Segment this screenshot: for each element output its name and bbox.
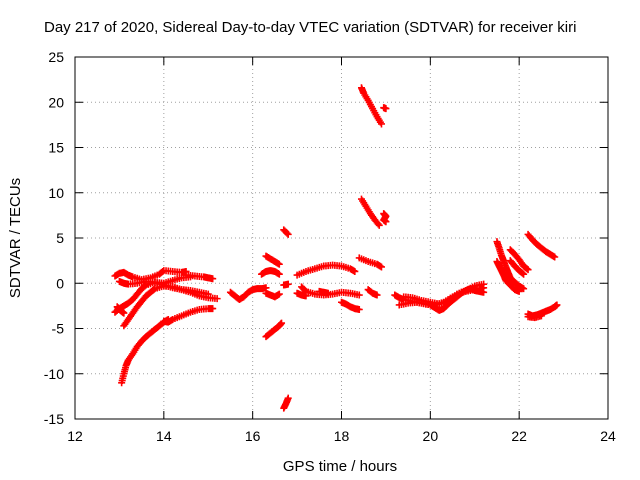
series-arc-19 xyxy=(293,289,310,300)
y-tick-label: -10 xyxy=(44,366,64,382)
series-arc-23 xyxy=(380,104,390,113)
data-point xyxy=(302,292,310,300)
data-point xyxy=(373,291,381,299)
series-arc-22 xyxy=(357,84,385,128)
data-point xyxy=(377,120,385,128)
series-arc-16 xyxy=(280,280,292,289)
y-tick-label: 20 xyxy=(48,94,64,110)
series-arc-30 xyxy=(400,280,488,308)
x-tick-label: 22 xyxy=(511,428,527,444)
data-point xyxy=(209,275,217,283)
data-point xyxy=(551,253,559,261)
data-point xyxy=(284,280,292,288)
data-point xyxy=(120,309,128,317)
data-point xyxy=(382,218,390,226)
series-arc-02 xyxy=(182,271,217,283)
data-point xyxy=(377,263,385,271)
series-arc-12 xyxy=(262,319,286,341)
data-point xyxy=(515,287,523,295)
series-arc-13 xyxy=(262,289,283,301)
y-tick-label: 25 xyxy=(48,49,64,65)
data-point xyxy=(537,312,545,320)
y-axis-label: SDTVAR / TECUs xyxy=(7,178,24,298)
series-arc-35 xyxy=(524,230,559,261)
series-arc-32 xyxy=(493,258,523,295)
x-tick-labels: 12 14 16 18 20 22 24 xyxy=(67,428,616,444)
data-point xyxy=(375,221,383,229)
series-arc-21 xyxy=(338,298,363,313)
data-point xyxy=(518,269,526,277)
data-point xyxy=(284,394,292,402)
series-arc-24 xyxy=(357,195,383,229)
data-point xyxy=(355,305,363,313)
data-point xyxy=(283,229,291,237)
data-point xyxy=(278,319,286,327)
series-arc-17 xyxy=(293,261,359,279)
series-arc-14 xyxy=(280,226,292,238)
data-point xyxy=(480,280,488,288)
series-arc-09 xyxy=(226,284,270,304)
series-arc-07 xyxy=(160,305,217,326)
y-tick-label: 5 xyxy=(56,230,64,246)
y-tick-label: 10 xyxy=(48,185,64,201)
data-point xyxy=(520,270,528,278)
y-tick-label: 0 xyxy=(56,275,64,291)
data-point xyxy=(351,267,359,275)
series-arc-01 xyxy=(111,267,190,284)
y-tick-label: -15 xyxy=(44,411,64,427)
series-arc-26 xyxy=(355,254,385,271)
data-point xyxy=(524,266,532,274)
data-point xyxy=(553,301,561,309)
series-arc-20 xyxy=(315,287,332,297)
x-tick-label: 12 xyxy=(67,428,83,444)
series-arc-33 xyxy=(506,246,532,274)
series-arc-31 xyxy=(493,238,528,293)
data-point xyxy=(382,105,390,113)
tick-marks xyxy=(74,56,609,420)
y-tick-label: 15 xyxy=(48,140,64,156)
x-tick-label: 16 xyxy=(245,428,261,444)
data-point xyxy=(186,273,194,281)
series-arc-37 xyxy=(524,312,545,322)
series-arc-10 xyxy=(258,267,283,278)
data-point xyxy=(284,230,292,238)
data-point xyxy=(275,260,283,268)
data-point xyxy=(355,291,363,299)
data-point xyxy=(275,270,283,278)
data-point xyxy=(275,290,283,298)
y-tick-label: -5 xyxy=(52,321,65,337)
x-axis-label: GPS time / hours xyxy=(283,458,397,475)
x-tick-label: 24 xyxy=(600,428,616,444)
data-points xyxy=(111,84,561,412)
series-arc-15 xyxy=(280,394,292,412)
series-arc-25 xyxy=(380,210,390,226)
data-point xyxy=(520,285,528,293)
data-point xyxy=(523,265,531,273)
x-tick-label: 18 xyxy=(334,428,350,444)
y-tick-labels: -15 -10 -5 0 5 10 15 20 25 xyxy=(44,49,64,427)
chart-title: Day 217 of 2020, Sidereal Day-to-day VTE… xyxy=(44,19,576,36)
data-point xyxy=(209,305,217,313)
series-arc-27 xyxy=(364,286,381,299)
series-arc-34 xyxy=(506,257,528,278)
series-arc-08 xyxy=(113,303,128,317)
series-arc-11 xyxy=(262,252,283,268)
data-point xyxy=(374,220,382,228)
data-point xyxy=(324,289,332,297)
data-point xyxy=(213,295,221,303)
x-tick-label: 14 xyxy=(156,428,172,444)
x-tick-label: 20 xyxy=(423,428,439,444)
series-arc-05 xyxy=(120,282,221,330)
series-arc-04 xyxy=(115,273,194,288)
